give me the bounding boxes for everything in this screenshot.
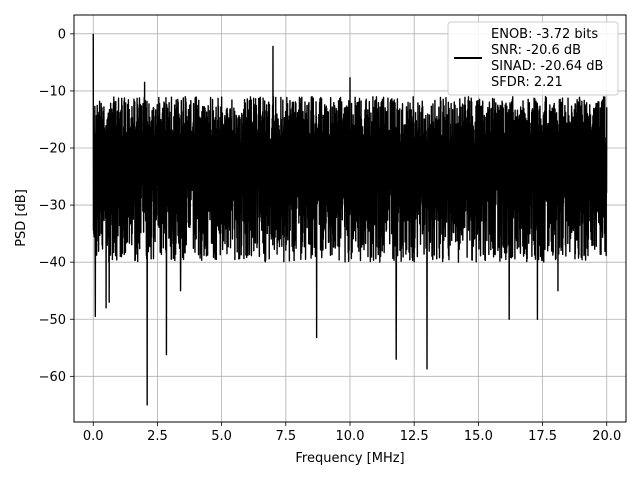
- y-tick-label: −40: [39, 256, 66, 271]
- x-tick-label: 20.0: [592, 429, 621, 444]
- x-axis-ticks: 0.0 2.5 5.0 7.5 10.0 12.5 15.0 17.5 20.0: [83, 422, 621, 444]
- x-axis-label: Frequency [MHz]: [295, 451, 404, 466]
- legend-entry-sfdr: SFDR: 2.21: [491, 75, 563, 90]
- psd-series-line: [92, 33, 608, 406]
- y-axis-label: PSD [dB]: [14, 189, 29, 247]
- x-tick-label: 17.5: [528, 429, 557, 444]
- y-tick-label: −60: [39, 370, 66, 385]
- legend-entry-snr: SNR: -20.6 dB: [491, 43, 581, 58]
- y-tick-label: −10: [39, 84, 66, 99]
- x-tick-label: 15.0: [464, 429, 493, 444]
- x-tick-label: 10.0: [336, 429, 365, 444]
- x-tick-label: 5.0: [211, 429, 232, 444]
- legend: ENOB: -3.72 bits SNR: -20.6 dB SINAD: -2…: [447, 21, 619, 96]
- x-tick-label: 7.5: [275, 429, 296, 444]
- x-tick-label: 2.5: [147, 429, 168, 444]
- y-tick-label: −20: [39, 142, 66, 157]
- y-tick-label: −30: [39, 199, 66, 214]
- x-tick-label: 0.0: [83, 429, 104, 444]
- legend-entry-enob: ENOB: -3.72 bits: [491, 27, 598, 42]
- x-tick-label: 12.5: [400, 429, 429, 444]
- legend-box: [447, 21, 619, 96]
- series-layer: [92, 33, 608, 406]
- y-axis-ticks: 0 −10 −20 −30 −40 −50 −60: [39, 27, 74, 385]
- y-tick-label: −50: [39, 313, 66, 328]
- y-tick-label: 0: [58, 27, 66, 42]
- legend-entry-sinad: SINAD: -20.64 dB: [491, 59, 603, 74]
